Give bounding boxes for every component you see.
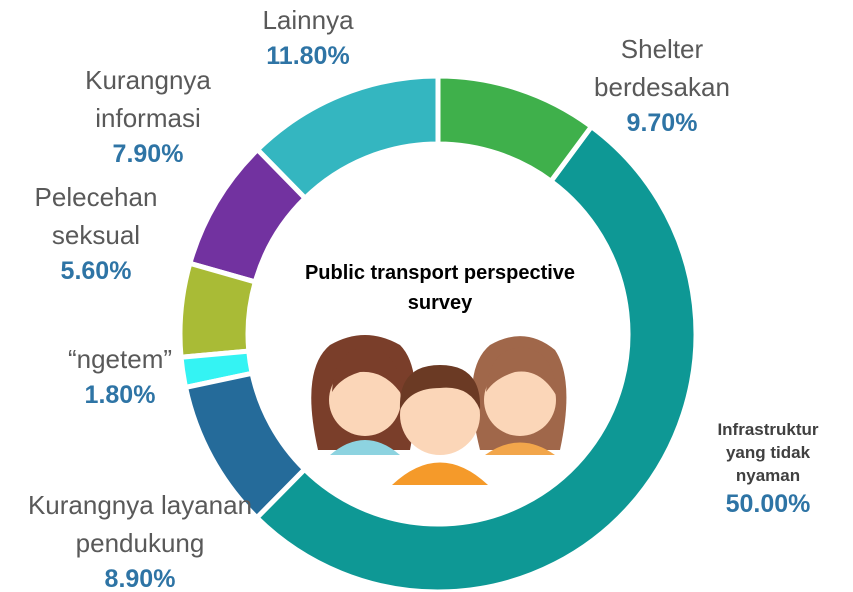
value-label: 50.00% bbox=[698, 487, 838, 521]
value-label: 11.80% bbox=[208, 39, 408, 73]
chart: Public transport perspective survey Shel… bbox=[0, 0, 853, 592]
value-label: 9.70% bbox=[567, 106, 757, 140]
segment-label: “ngetem”1.80% bbox=[20, 340, 220, 412]
category-label: “ngetem” bbox=[20, 340, 220, 378]
category-label: Pelecehan seksual bbox=[6, 178, 186, 254]
category-label: Lainnya bbox=[208, 1, 408, 39]
value-label: 1.80% bbox=[20, 378, 220, 412]
chart-title: Public transport perspective survey bbox=[290, 258, 590, 318]
value-label: 8.90% bbox=[0, 562, 290, 592]
category-label: Infrastruktur yang tidak nyaman bbox=[698, 418, 838, 487]
category-label: Kurangnya layanan pendukung bbox=[0, 486, 290, 562]
people-illustration bbox=[311, 335, 566, 485]
value-label: 5.60% bbox=[6, 254, 186, 288]
value-label: 7.90% bbox=[53, 137, 243, 171]
category-label: Shelter berdesakan bbox=[567, 30, 757, 106]
